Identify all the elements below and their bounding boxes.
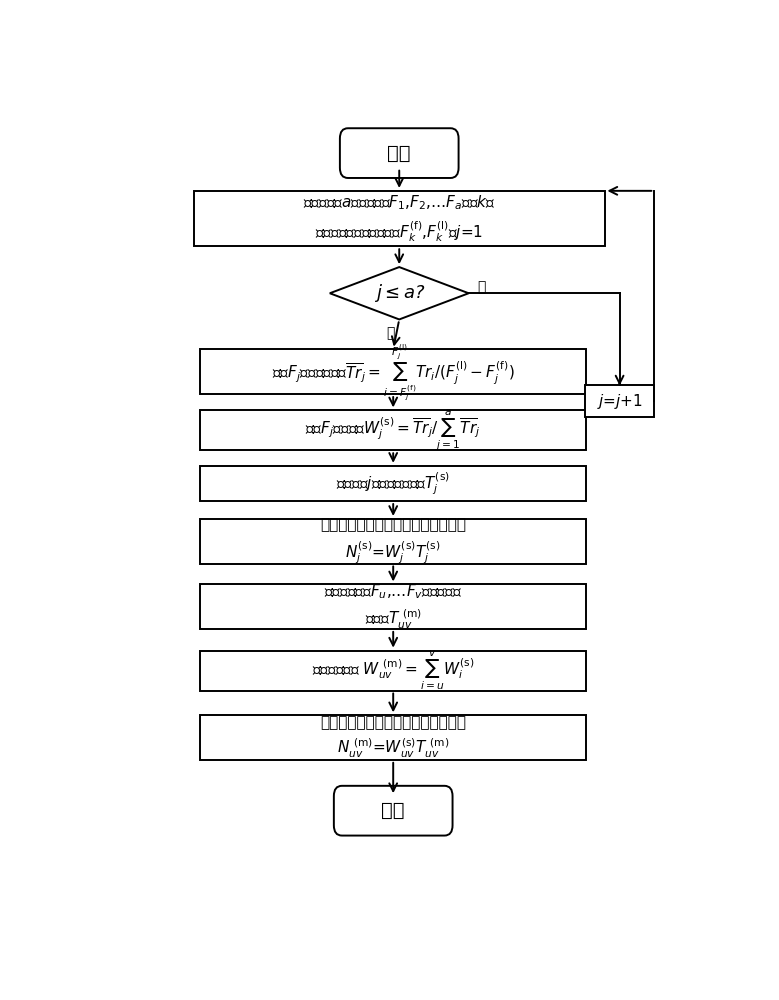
Text: 是: 是 bbox=[386, 326, 394, 340]
Polygon shape bbox=[330, 267, 469, 319]
Text: 生成该字段单独变异可生成测试用例
$N_j^{\rm(s)}$=$W_j^{\rm(s)}$$T_j^{\rm(s)}$: 生成该字段单独变异可生成测试用例 $N_j^{\rm(s)}$=$W_j^{\r… bbox=[320, 517, 466, 566]
Bar bbox=[200, 715, 587, 760]
Bar bbox=[200, 349, 587, 394]
Bar bbox=[585, 385, 654, 417]
Text: 计算组合权重 $W_{uv}^{\rm\ (m)}=\sum_{i=u}^{v}W_i^{\rm(s)}$: 计算组合权重 $W_{uv}^{\rm\ (m)}=\sum_{i=u}^{v}… bbox=[312, 649, 474, 692]
Text: 生成该字段组合变异可生成测试用例
$N_{uv}^{\rm\ (m)}$=$W_{uv}^{\rm(s)}$$T_{uv}^{\rm\ (m)}$: 生成该字段组合变异可生成测试用例 $N_{uv}^{\rm\ (m)}$=$W_… bbox=[320, 715, 466, 760]
Text: 分配$F_j$的权重值$W_j^{\rm(s)}=\overline{Tr}_j/\sum_{j=1}^{a}\overline{Tr}_j$: 分配$F_j$的权重值$W_j^{\rm(s)}=\overline{Tr}_j… bbox=[305, 408, 481, 453]
Text: 开始: 开始 bbox=[387, 144, 411, 163]
Bar bbox=[200, 651, 587, 691]
Text: 计算字段$j$单独变异操作数$T_j^{\rm(s)}$: 计算字段$j$单独变异操作数$T_j^{\rm(s)}$ bbox=[337, 470, 450, 497]
Text: 计算组合字段$F_u$,…$F_v$中组合变异
操作数$T_{uv}^{\rm\ (m)}$: 计算组合字段$F_u$,…$F_v$中组合变异 操作数$T_{uv}^{\rm\… bbox=[324, 582, 462, 631]
Text: 该报文共有$a$个可变字段$F_1$,$F_2$,…$F_a$，第$k$个
字段的起始位与终止位为$F_k^{\rm(f)}$,$F_k^{\rm(l)}$，$: 该报文共有$a$个可变字段$F_1$,$F_2$,…$F_a$，第$k$个 字段… bbox=[303, 193, 495, 244]
Text: 结束: 结束 bbox=[382, 801, 405, 820]
Bar bbox=[200, 410, 587, 450]
Bar bbox=[200, 584, 587, 629]
Bar bbox=[200, 519, 587, 564]
Bar bbox=[194, 191, 605, 246]
Text: 计算$F_j$的平均翻转率$\overline{Tr}_j=\sum_{i=F_j^{\rm(f)}}^{F_j^{\rm(l)}}Tr_i/(F_j^{\rm: 计算$F_j$的平均翻转率$\overline{Tr}_j=\sum_{i=F_… bbox=[272, 342, 515, 402]
Text: 否: 否 bbox=[478, 280, 486, 294]
Text: $j$=$j$+1: $j$=$j$+1 bbox=[597, 392, 643, 411]
FancyBboxPatch shape bbox=[340, 128, 459, 178]
Text: $j\leq a$?: $j\leq a$? bbox=[374, 282, 425, 304]
Bar bbox=[200, 466, 587, 501]
FancyBboxPatch shape bbox=[334, 786, 453, 836]
